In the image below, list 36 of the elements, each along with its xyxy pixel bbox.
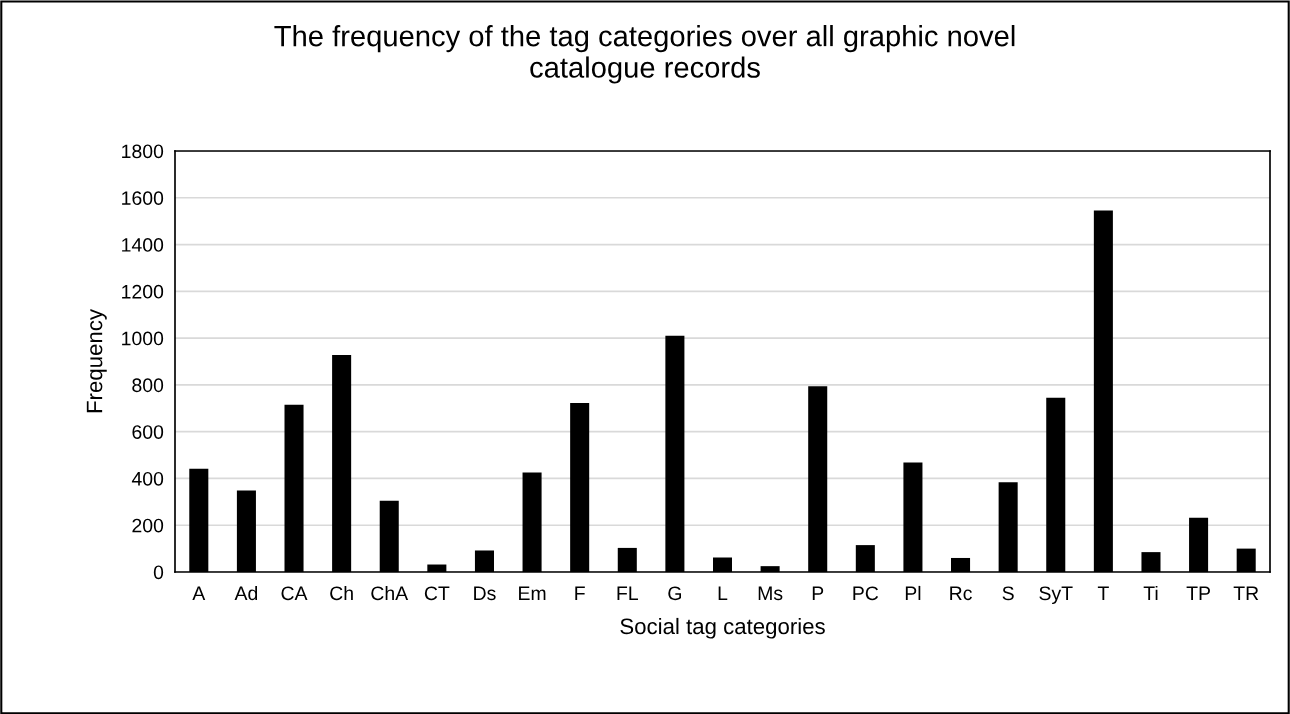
x-tick-label: Ti — [1143, 585, 1158, 600]
y-tick-label: 800 — [132, 378, 164, 393]
x-tick-label: ChA — [371, 585, 409, 601]
x-axis-title: Social tag categories — [620, 617, 825, 639]
x-tick-label: Rc — [950, 586, 972, 601]
x-tick-label: CT — [424, 586, 450, 601]
y-tick-label: 1000 — [122, 331, 164, 346]
y-axis-title: Frequency — [86, 309, 107, 413]
x-tick-label: Ds — [474, 586, 496, 601]
x-tick-label: Em — [519, 586, 546, 600]
x-tick-label: T — [1097, 586, 1109, 600]
x-tick-label: A — [192, 586, 206, 600]
x-tick-label: Ms — [758, 586, 783, 601]
chart-title: The frequency of the tag categories over all graphic novel catalogue records — [274, 24, 1015, 84]
y-tick-label: 1600 — [122, 191, 164, 206]
x-tick-label: Ch — [330, 585, 353, 601]
x-tick-label: PC — [853, 586, 879, 601]
y-tick-label: 200 — [132, 518, 164, 533]
y-tick-label: 1400 — [122, 238, 164, 252]
x-tick-label: G — [668, 586, 681, 601]
x-tick-label: P — [812, 586, 824, 600]
x-tick-label: L — [718, 586, 728, 600]
y-tick-label: 0 — [153, 565, 164, 580]
y-tick-label: 400 — [131, 471, 164, 486]
y-tick-label: 1200 — [122, 284, 164, 299]
x-tick-label: Pl — [905, 585, 921, 600]
x-tick-label: F — [575, 586, 585, 600]
x-tick-label: Ad — [234, 585, 258, 601]
y-tick-label: 1800 — [122, 144, 164, 159]
x-tick-label: TP — [1186, 586, 1210, 600]
x-tick-label: TR — [1233, 586, 1259, 600]
x-tick-label: SyT — [1039, 586, 1073, 605]
y-tick-label: 600 — [132, 425, 164, 439]
x-tick-label: FL — [617, 586, 638, 600]
x-tick-label: CA — [281, 586, 308, 601]
x-tick-label: S — [1002, 586, 1014, 601]
